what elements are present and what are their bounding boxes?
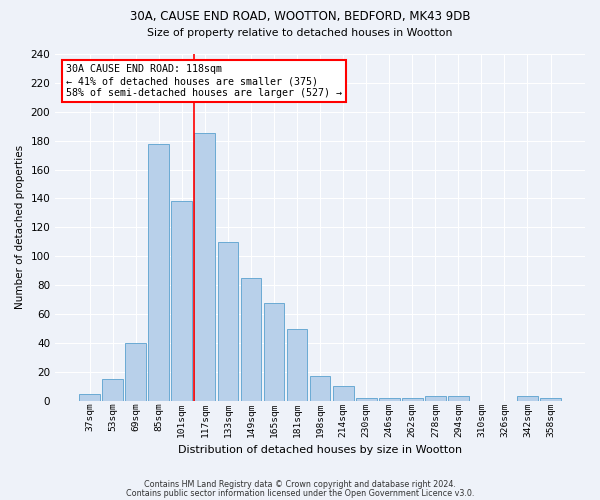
X-axis label: Distribution of detached houses by size in Wootton: Distribution of detached houses by size … bbox=[178, 445, 462, 455]
Bar bbox=[379, 398, 400, 401]
Bar bbox=[425, 396, 446, 401]
Bar bbox=[402, 398, 422, 401]
Bar bbox=[102, 379, 123, 401]
Bar bbox=[148, 144, 169, 401]
Bar bbox=[356, 398, 377, 401]
Text: Size of property relative to detached houses in Wootton: Size of property relative to detached ho… bbox=[148, 28, 452, 38]
Bar bbox=[287, 328, 307, 401]
Bar bbox=[194, 134, 215, 401]
Bar bbox=[448, 396, 469, 401]
Bar bbox=[263, 302, 284, 401]
Bar bbox=[310, 376, 331, 401]
Bar bbox=[172, 202, 192, 401]
Text: 30A, CAUSE END ROAD, WOOTTON, BEDFORD, MK43 9DB: 30A, CAUSE END ROAD, WOOTTON, BEDFORD, M… bbox=[130, 10, 470, 23]
Bar bbox=[218, 242, 238, 401]
Y-axis label: Number of detached properties: Number of detached properties bbox=[15, 146, 25, 310]
Bar bbox=[333, 386, 353, 401]
Bar bbox=[79, 394, 100, 401]
Bar bbox=[125, 343, 146, 401]
Bar bbox=[540, 398, 561, 401]
Text: Contains HM Land Registry data © Crown copyright and database right 2024.: Contains HM Land Registry data © Crown c… bbox=[144, 480, 456, 489]
Bar bbox=[517, 396, 538, 401]
Bar bbox=[241, 278, 262, 401]
Text: 30A CAUSE END ROAD: 118sqm
← 41% of detached houses are smaller (375)
58% of sem: 30A CAUSE END ROAD: 118sqm ← 41% of deta… bbox=[66, 64, 342, 98]
Text: Contains public sector information licensed under the Open Government Licence v3: Contains public sector information licen… bbox=[126, 488, 474, 498]
